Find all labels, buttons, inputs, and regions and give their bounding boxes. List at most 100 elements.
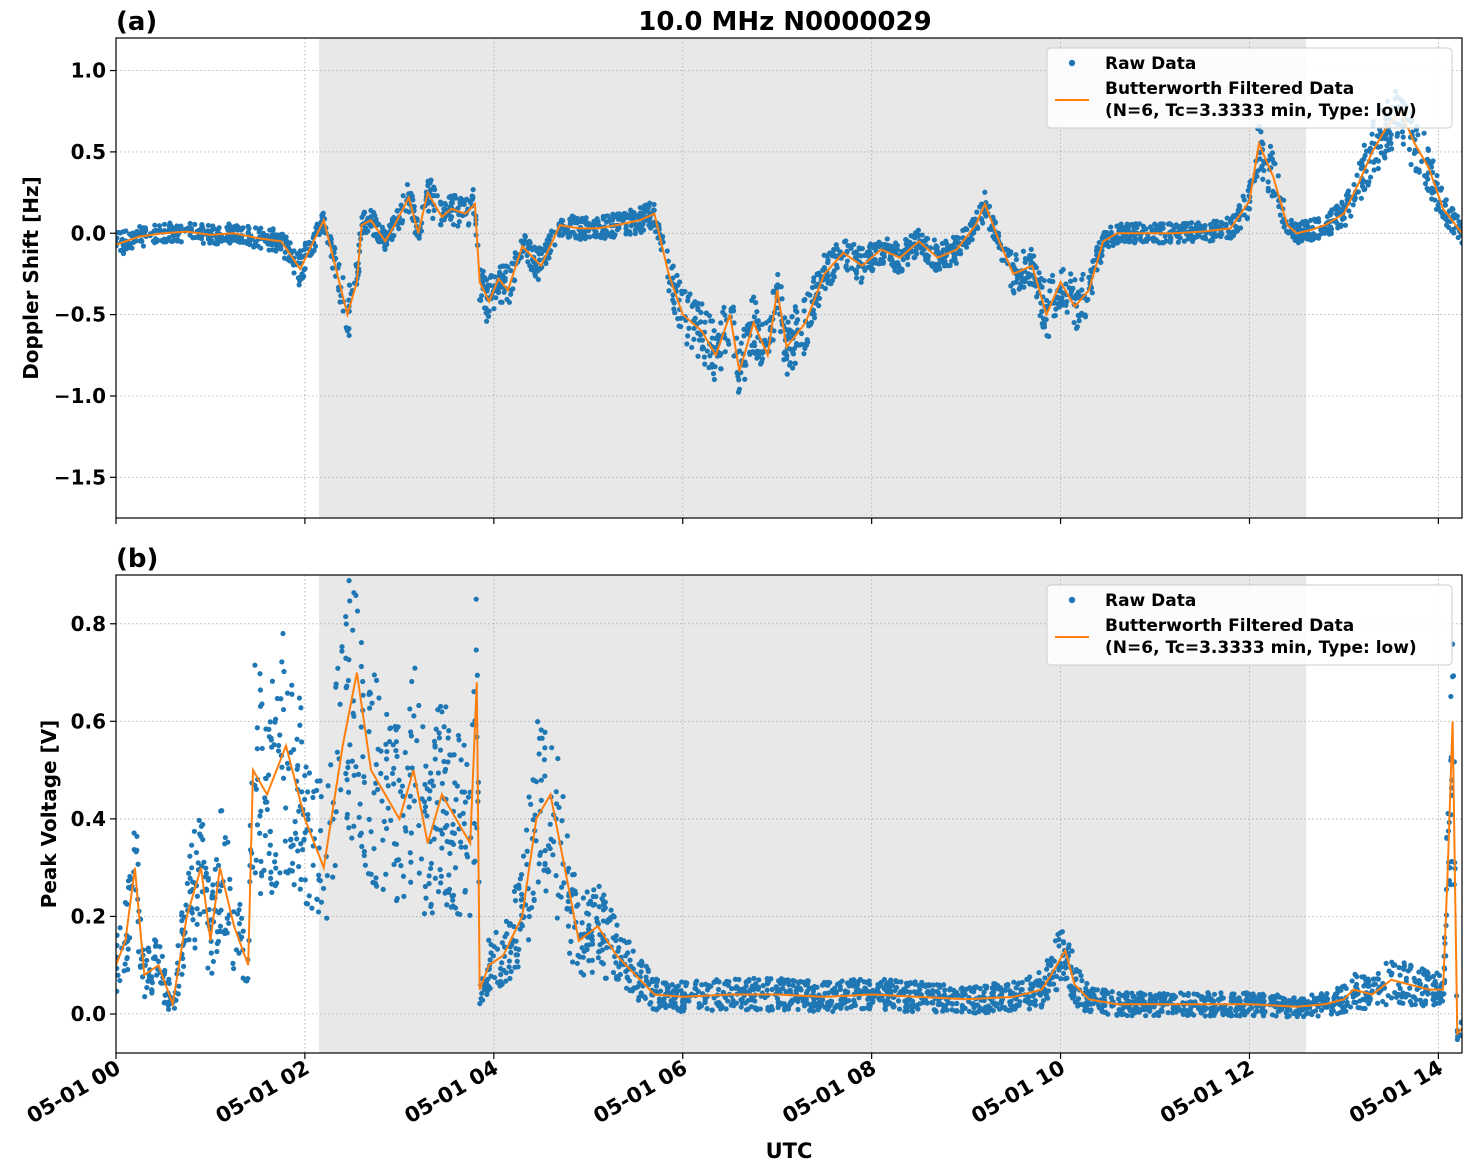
raw-data-point <box>641 203 647 209</box>
raw-data-point <box>310 862 316 868</box>
raw-data-point <box>1181 238 1187 244</box>
raw-data-point <box>623 985 630 991</box>
raw-data-point <box>253 225 259 231</box>
raw-data-point <box>990 1008 996 1014</box>
raw-data-point <box>702 999 708 1006</box>
raw-data-point <box>264 232 270 239</box>
raw-data-point <box>587 234 593 240</box>
y-tick-label: −0.5 <box>54 303 106 327</box>
raw-data-point <box>982 189 988 195</box>
raw-data-point <box>1250 1012 1256 1018</box>
raw-data-point <box>638 969 644 975</box>
raw-data-point <box>189 842 195 848</box>
raw-data-point <box>1312 1008 1319 1014</box>
raw-data-point <box>1258 129 1264 135</box>
raw-data-point <box>1079 276 1085 282</box>
raw-data-point <box>1369 131 1375 137</box>
raw-data-point <box>493 929 499 935</box>
raw-data-point <box>1397 985 1403 992</box>
raw-data-point <box>1361 142 1367 148</box>
raw-data-point <box>952 241 958 247</box>
raw-data-point <box>508 949 514 956</box>
raw-data-point <box>600 961 606 967</box>
raw-data-point <box>770 288 776 294</box>
raw-data-point <box>546 255 552 261</box>
raw-data-point <box>1397 972 1403 978</box>
raw-data-point <box>1380 998 1386 1005</box>
raw-data-point <box>351 590 357 596</box>
raw-data-point <box>192 937 198 943</box>
raw-data-point <box>429 910 435 916</box>
raw-data-point <box>1416 167 1422 173</box>
raw-data-point <box>756 323 762 329</box>
raw-data-point <box>1008 283 1014 289</box>
raw-data-point <box>399 783 406 789</box>
raw-data-point <box>555 892 561 898</box>
raw-data-point <box>122 961 128 967</box>
raw-data-point <box>637 210 643 216</box>
raw-data-point <box>360 678 366 685</box>
raw-data-point <box>942 987 948 993</box>
raw-data-point <box>794 309 800 315</box>
raw-data-point <box>439 780 445 787</box>
raw-data-point <box>666 1002 673 1009</box>
raw-data-point <box>538 777 544 783</box>
raw-data-point <box>1353 981 1360 987</box>
raw-data-point <box>791 997 797 1003</box>
raw-data-point <box>541 757 548 763</box>
raw-data-point <box>1425 976 1431 982</box>
raw-data-point <box>537 266 543 272</box>
raw-data-point <box>738 340 744 346</box>
raw-data-point <box>1443 222 1450 228</box>
raw-data-point <box>470 187 476 193</box>
raw-data-point <box>462 844 469 850</box>
raw-data-point <box>324 915 330 921</box>
raw-data-point <box>318 794 324 800</box>
raw-data-point <box>567 950 573 956</box>
raw-data-point <box>1025 976 1031 983</box>
raw-data-point <box>525 259 531 265</box>
raw-data-point <box>344 777 350 783</box>
raw-data-point <box>1109 989 1115 995</box>
raw-data-point <box>721 304 727 311</box>
raw-data-point <box>1053 987 1059 993</box>
raw-data-point <box>464 851 470 858</box>
raw-data-point <box>651 201 657 208</box>
raw-data-point <box>1431 997 1437 1003</box>
raw-data-point <box>654 979 660 985</box>
raw-data-point <box>589 957 595 963</box>
raw-data-point <box>583 221 589 227</box>
raw-data-point <box>1275 173 1281 179</box>
raw-data-point <box>320 885 327 892</box>
raw-data-point <box>770 337 776 343</box>
raw-data-point <box>615 216 622 222</box>
raw-data-point <box>437 199 444 205</box>
raw-data-point <box>215 862 222 869</box>
raw-data-point <box>1017 999 1023 1005</box>
raw-data-point <box>1287 1000 1293 1007</box>
raw-data-point <box>1419 158 1425 164</box>
raw-data-point <box>653 983 660 989</box>
raw-data-point <box>857 976 863 983</box>
raw-data-point <box>1261 998 1267 1004</box>
raw-data-point <box>764 981 770 987</box>
raw-data-point <box>1041 277 1047 284</box>
raw-data-point <box>487 274 493 280</box>
raw-data-point <box>876 243 882 250</box>
raw-data-point <box>432 875 438 881</box>
raw-data-point <box>821 252 827 258</box>
raw-data-point <box>483 310 489 316</box>
raw-data-point <box>1430 158 1436 164</box>
raw-data-point <box>542 862 548 868</box>
raw-data-point <box>1292 1010 1298 1016</box>
raw-data-point <box>1045 988 1051 994</box>
raw-data-point <box>1082 314 1089 320</box>
raw-data-point <box>346 332 352 339</box>
raw-data-point <box>603 228 610 234</box>
raw-data-point <box>756 977 762 983</box>
raw-data-point <box>670 292 676 298</box>
raw-data-point <box>245 223 251 229</box>
raw-data-point <box>339 648 345 654</box>
raw-data-point <box>358 639 365 646</box>
